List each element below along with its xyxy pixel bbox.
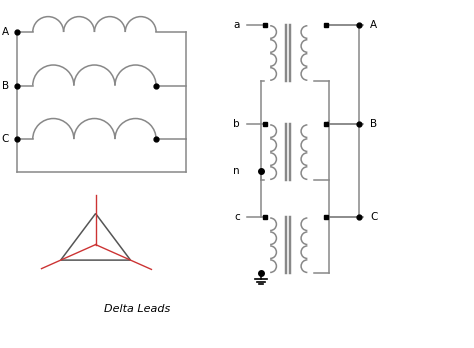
Text: B: B [2,81,9,90]
Text: c: c [234,212,240,222]
Text: C: C [1,134,9,144]
Text: A: A [370,20,377,30]
Text: b: b [233,119,240,129]
Text: A: A [2,27,9,37]
Text: B: B [370,119,377,129]
Text: C: C [370,212,378,222]
Text: a: a [234,20,240,30]
Text: n: n [233,166,240,176]
Text: Delta Leads: Delta Leads [104,304,171,314]
